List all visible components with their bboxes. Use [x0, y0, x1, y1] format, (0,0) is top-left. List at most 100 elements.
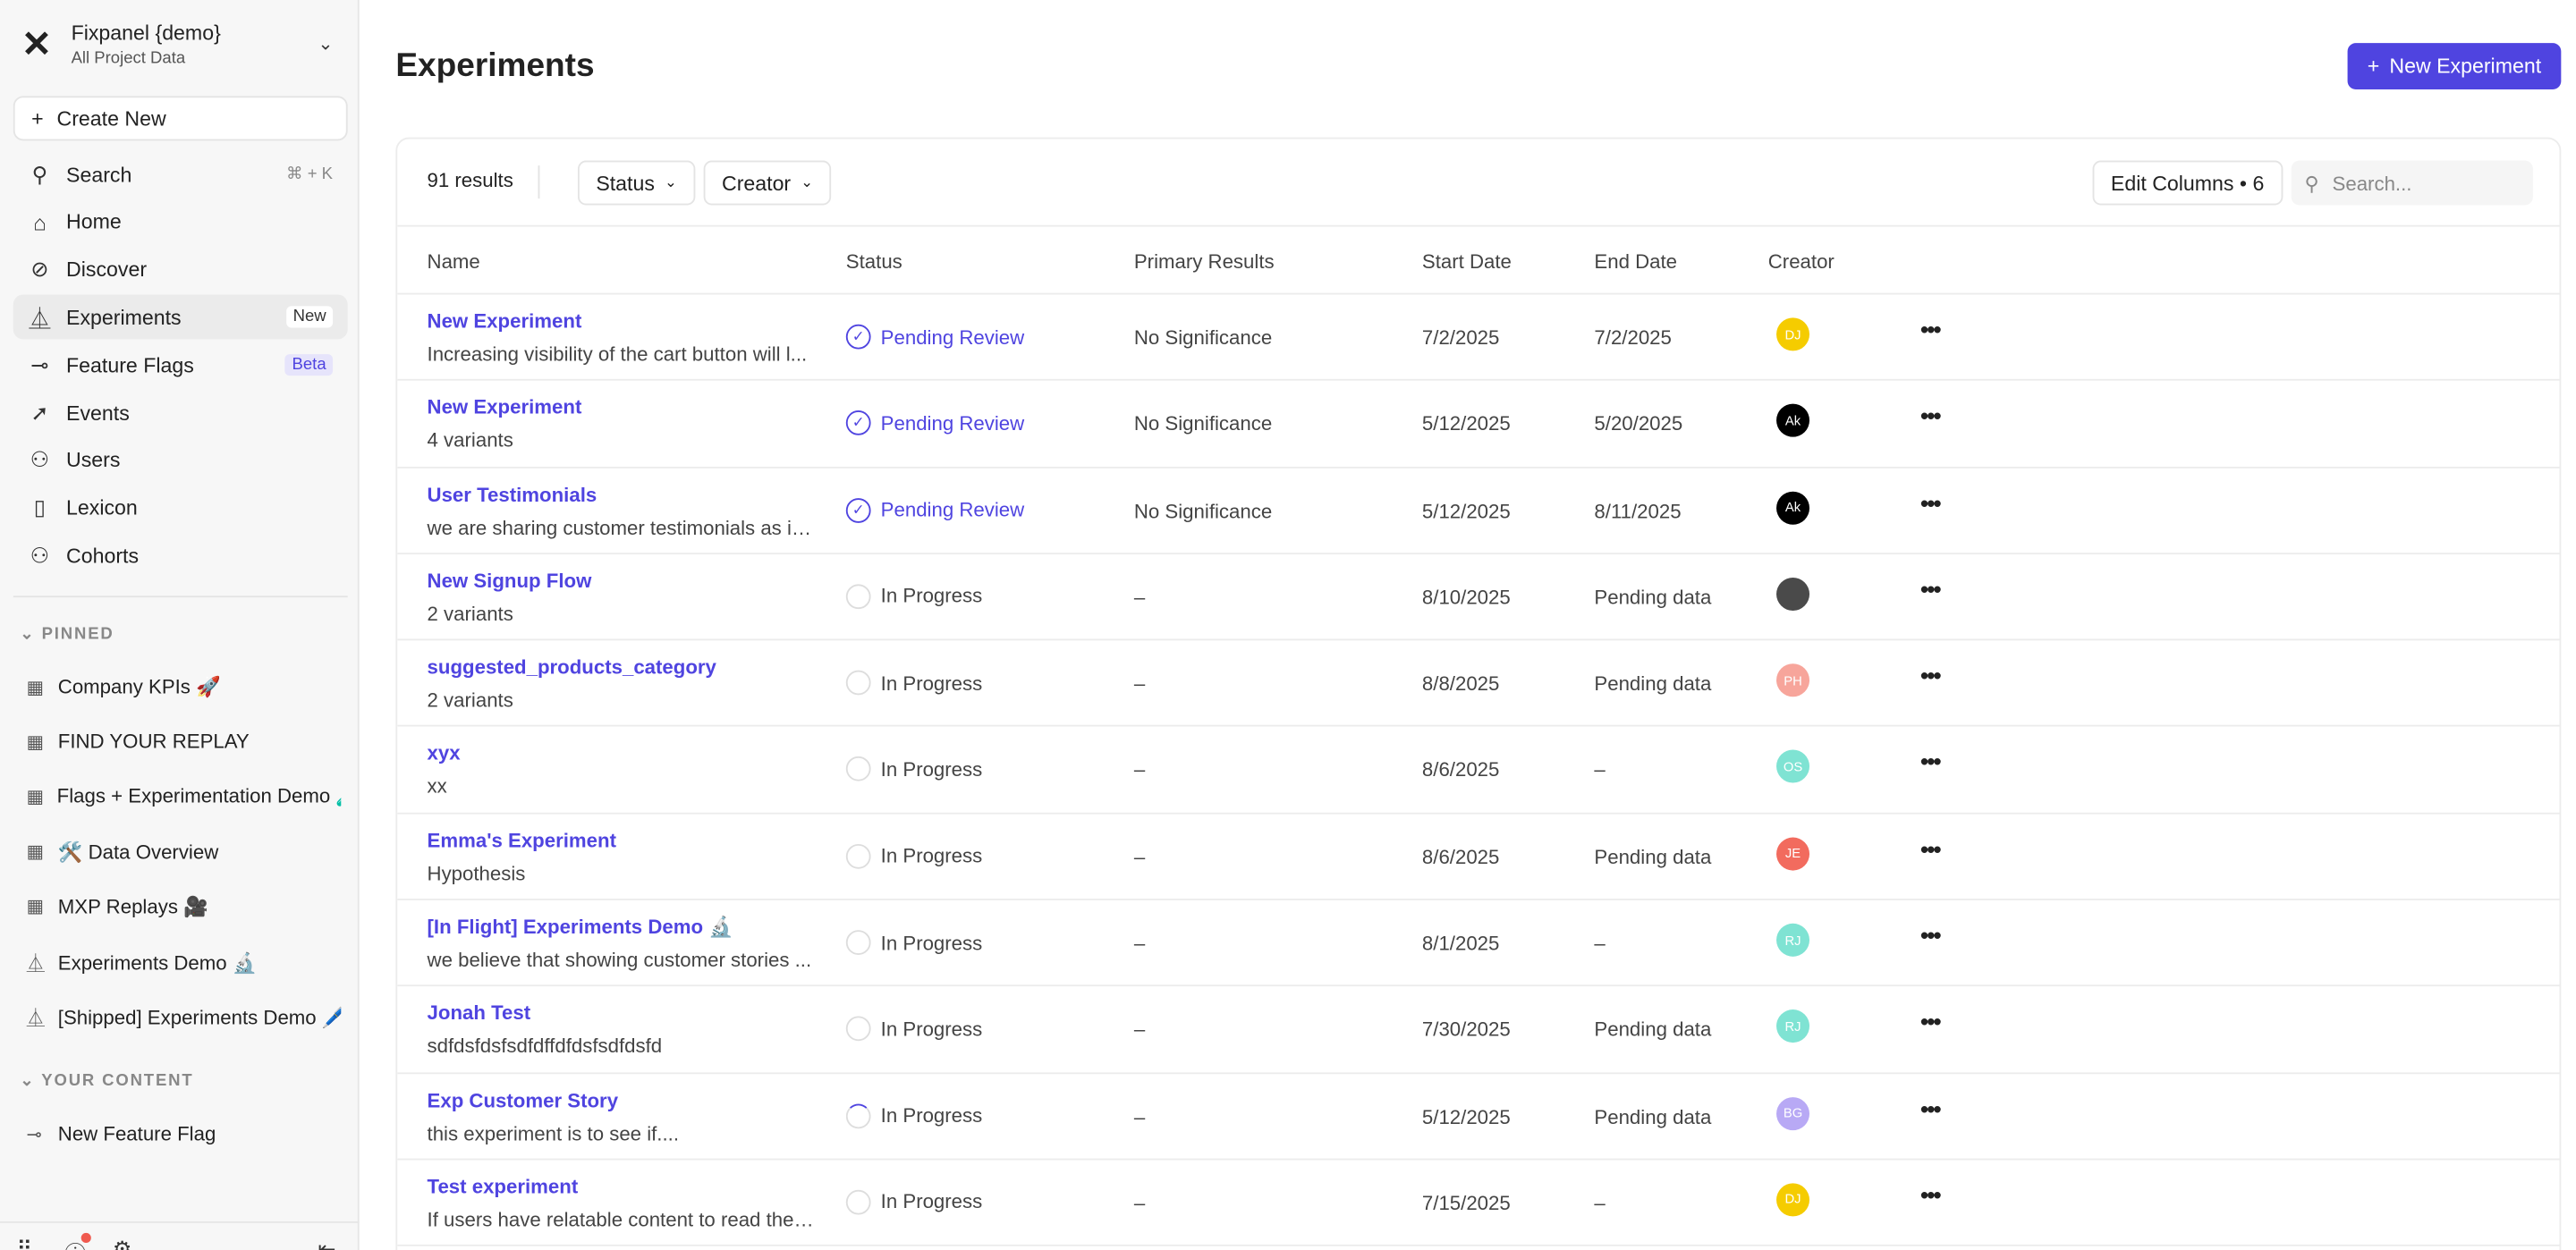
status-badge: In Progress [845, 584, 982, 609]
experiment-name-link[interactable]: [In Flight] Experiments Demo 🔬 [427, 915, 733, 939]
more-options-icon[interactable]: ••• [1920, 402, 1941, 429]
table-row[interactable]: suggested_products_category 2 variants I… [397, 641, 2560, 728]
progress-circle-icon [845, 584, 871, 609]
more-options-icon[interactable]: ••• [1920, 835, 1941, 862]
pinned-section-toggle[interactable]: ⌄ PINNED [20, 625, 114, 645]
pinned-item-label: 🛠️ Data Overview [57, 840, 219, 864]
avatar: RJ [1776, 1009, 1810, 1043]
search-input[interactable]: ⚲ Search... [2291, 160, 2533, 206]
new-experiment-button[interactable]: + New Experiment [2347, 43, 2562, 89]
your-content-section-toggle[interactable]: ⌄ YOUR CONTENT [20, 1072, 194, 1091]
more-options-icon[interactable]: ••• [1920, 489, 1941, 516]
search-icon: ⚲ [2304, 171, 2319, 195]
more-options-icon[interactable]: ••• [1920, 1181, 1941, 1209]
sidebar-item-cohorts[interactable]: ⚇ Cohorts [13, 534, 348, 579]
sidebar-item-users[interactable]: ⚇ Users [13, 438, 348, 483]
sidebar-item-label: Discover [66, 258, 148, 282]
apps-grid-icon[interactable]: ⠿ [16, 1236, 33, 1250]
sidebar-item-experiments[interactable]: ⏅ Experiments New [13, 295, 348, 341]
status-badge: ✓ Pending Review [845, 410, 1024, 436]
pinned-item[interactable]: ▦ Flags + Experimentation Demo 🧪 [27, 785, 342, 808]
gear-icon[interactable]: ⚙ [112, 1236, 132, 1250]
primary-results: No Significance [1133, 325, 1273, 350]
pinned-item[interactable]: ▦ Company KPIs 🚀 [27, 675, 342, 698]
start-date: 7/30/2025 [1421, 1018, 1511, 1042]
experiment-name-link[interactable]: Exp Customer Story [427, 1088, 619, 1112]
avatar: DJ [1776, 317, 1810, 351]
table-row[interactable]: New Experiment Increasing visibility of … [397, 294, 2560, 382]
pinned-item[interactable]: ▦ FIND YOUR REPLAY [27, 731, 342, 754]
sidebar-item-search[interactable]: ⚲ Search ⌘ + K [13, 152, 348, 197]
status-badge: ✓ Pending Review [845, 324, 1024, 350]
experiment-description: xx [427, 775, 447, 799]
more-options-icon[interactable]: ••• [1920, 316, 1941, 343]
table-row[interactable]: Emma's Experiment Hypothesis In Progress… [397, 814, 2560, 901]
experiment-name-link[interactable]: New Experiment [427, 395, 582, 419]
sidebar-item-label: Search [66, 163, 132, 187]
status-filter[interactable]: Status ⌄ [577, 160, 696, 206]
table-row[interactable]: Test experiment If users have relatable … [397, 1160, 2560, 1247]
collapse-sidebar-icon[interactable]: ⇤ [318, 1236, 336, 1250]
table-row[interactable]: xyx xx In Progress – 8/6/2025 – OS ••• [397, 727, 2560, 815]
help-icon[interactable]: ⓘ [64, 1232, 91, 1250]
experiment-name-link[interactable]: suggested_products_category [427, 655, 716, 680]
column-header-end-date[interactable]: End Date [1594, 249, 1678, 274]
start-date: 8/8/2025 [1421, 671, 1500, 696]
chevron-down-icon[interactable]: ⌄ [318, 34, 334, 55]
more-options-icon[interactable]: ••• [1920, 1008, 1941, 1035]
column-header-status[interactable]: Status [845, 249, 902, 274]
more-options-icon[interactable]: ••• [1920, 922, 1941, 949]
more-options-icon[interactable]: ••• [1920, 1094, 1941, 1122]
start-date: 5/12/2025 [1421, 412, 1511, 436]
sidebar-item-home[interactable]: ⌂ Home [13, 200, 348, 245]
more-options-icon[interactable]: ••• [1920, 575, 1941, 603]
create-new-button[interactable]: + Create New [13, 96, 348, 141]
pinned-item[interactable]: ⏅ [Shipped] Experiments Demo 🖊️ [27, 1005, 342, 1032]
experiment-name-link[interactable]: Jonah Test [427, 1001, 531, 1026]
logo-icon: ✕ [21, 22, 53, 65]
progress-circle-icon [845, 756, 871, 782]
sidebar-item-events[interactable]: ➚ Events [13, 391, 348, 435]
edit-columns-button[interactable]: Edit Columns • 6 [2092, 160, 2283, 206]
project-title[interactable]: Fixpanel {demo} [71, 21, 221, 45]
pinned-item-label: MXP Replays 🎥 [57, 894, 208, 918]
table-row[interactable]: [In Flight] Experiments Demo 🔬 we believ… [397, 900, 2560, 987]
column-header-start-date[interactable]: Start Date [1421, 249, 1512, 274]
pinned-item[interactable]: ⏅ Experiments Demo 🔬 [27, 950, 342, 976]
pinned-item-label: FIND YOUR REPLAY [57, 730, 250, 754]
experiment-description: we believe that showing customer stories… [427, 948, 812, 972]
column-header-creator[interactable]: Creator [1767, 249, 1835, 274]
more-options-icon[interactable]: ••• [1920, 748, 1941, 776]
table-row[interactable]: New Signup Flow 2 variants In Progress –… [397, 554, 2560, 641]
creator-filter[interactable]: Creator ⌄ [703, 160, 832, 206]
cursor-click-icon: ➚ [30, 399, 49, 425]
experiment-name-link[interactable]: Test experiment [427, 1175, 579, 1198]
status-badge: In Progress [845, 1102, 982, 1128]
pinned-item[interactable]: ▦ MXP Replays 🎥 [27, 895, 342, 918]
table-row[interactable]: Jonah Test sdfdsfdsfsdfdffdfdsfsdfdsfd I… [397, 987, 2560, 1074]
sidebar-item-discover[interactable]: ⊘ Discover [13, 248, 348, 292]
experiment-name-link[interactable]: New Experiment [427, 309, 582, 334]
experiment-name-link[interactable]: User Testimonials [427, 482, 597, 506]
experiment-name-link[interactable]: Emma's Experiment [427, 828, 616, 852]
your-content-item[interactable]: ⊸ New Feature Flag [27, 1122, 342, 1145]
column-header-name[interactable]: Name [427, 249, 480, 274]
table-row[interactable]: User Testimonials we are sharing custome… [397, 468, 2560, 554]
toggle-icon: ⊸ [30, 351, 49, 377]
board-icon: ▦ [26, 677, 44, 698]
sidebar-item-feature-flags[interactable]: ⊸ Feature Flags Beta [13, 342, 348, 387]
experiment-name-link[interactable]: xyx [427, 742, 461, 766]
table-row[interactable]: New Experiment 4 variants ✓ Pending Revie… [397, 381, 2560, 469]
experiment-name-link[interactable]: New Signup Flow [427, 569, 592, 593]
column-header-primary-results[interactable]: Primary Results [1133, 249, 1275, 274]
sidebar-item-lexicon[interactable]: ▯ Lexicon [13, 486, 348, 530]
users-icon: ⚇ [30, 447, 50, 473]
flask-icon: ⏅ [26, 1009, 45, 1030]
sidebar-badge: Beta [285, 354, 334, 376]
more-options-icon[interactable]: ••• [1920, 662, 1941, 689]
status-label: In Progress [880, 757, 983, 781]
pinned-item[interactable]: ▦ 🛠️ Data Overview [27, 840, 342, 864]
book-icon: ▯ [33, 494, 47, 520]
plus-icon: + [31, 106, 44, 131]
table-row[interactable]: Exp Customer Story this experiment is to… [397, 1074, 2560, 1161]
